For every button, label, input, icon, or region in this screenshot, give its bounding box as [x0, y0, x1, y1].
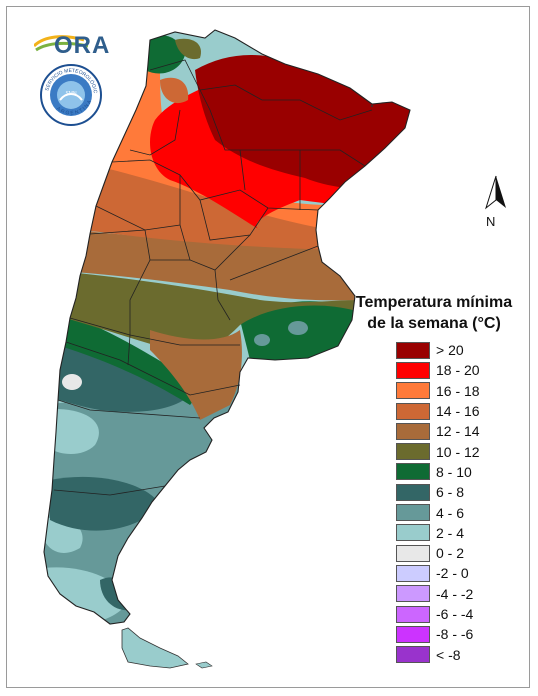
legend-swatch: [396, 625, 430, 643]
legend-item: < -8: [396, 644, 480, 664]
legend-item: 0 - 2: [396, 543, 480, 563]
legend-label: 8 - 10: [436, 463, 472, 480]
legend-label: < -8: [436, 646, 461, 663]
legend-swatch: [396, 504, 430, 522]
legend-title-line1: Temperatura mínima: [355, 294, 513, 311]
legend-item: 4 - 6: [396, 502, 480, 522]
legend-label: 16 - 18: [436, 382, 480, 399]
legend-label: 12 - 14: [436, 423, 480, 440]
legend-swatch: [396, 361, 430, 379]
legend-label: 10 - 12: [436, 443, 480, 460]
legend-swatch: [396, 463, 430, 481]
legend-swatch: [396, 585, 430, 603]
legend-item: > 20: [396, 340, 480, 360]
north-arrow: N: [478, 174, 514, 230]
legend-item: -4 - -2: [396, 584, 480, 604]
legend-label: 4 - 6: [436, 504, 465, 521]
smn-seal: SERVICIO METEOROLÓGICO NACIONAL ARGENTIN…: [38, 60, 102, 126]
legend-item: 12 - 14: [396, 421, 480, 441]
seal-center-text: SMN: [65, 91, 77, 97]
legend-item: -6 - -4: [396, 604, 480, 624]
province-borders: [53, 59, 373, 496]
legend-label: > 20: [436, 342, 464, 359]
north-label: N: [486, 214, 496, 229]
tierra-del-fuego: [121, 627, 189, 669]
legend-swatch: [396, 422, 430, 440]
legend-swatch: [396, 483, 430, 501]
islands: [371, 105, 373, 107]
legend: Temperatura mínima de la semana (°C) > 2…: [344, 292, 524, 664]
legend-item: 2 - 4: [396, 523, 480, 543]
legend-label: 6 - 8: [436, 484, 465, 501]
legend-item: -8 - -6: [396, 624, 480, 644]
legend-item: -2 - 0: [396, 563, 480, 583]
legend-swatch: [396, 524, 430, 542]
legend-item: 18 - 20: [396, 360, 480, 380]
legend-swatch: [396, 605, 430, 623]
legend-title-line2: de la semana (°C): [367, 315, 501, 332]
legend-swatch: [396, 382, 430, 400]
legend-list: > 20 18 - 20 16 - 18 14 - 16 12 - 14 10 - 12 8…: [396, 340, 480, 665]
legend-label: -2 - 0: [436, 565, 469, 582]
legend-item: 6 - 8: [396, 482, 480, 502]
ora-logo: ORA: [34, 28, 109, 59]
legend-swatch: [396, 646, 430, 664]
legend-item: 16 - 18: [396, 381, 480, 401]
legend-label: -8 - -6: [436, 626, 474, 643]
legend-label: 18 - 20: [436, 362, 480, 379]
legend-swatch: [396, 544, 430, 562]
legend-swatch: [396, 564, 430, 582]
country-outline: [43, 29, 411, 625]
legend-item: 14 - 16: [396, 401, 480, 421]
legend-swatch: [396, 341, 430, 359]
legend-item: 10 - 12: [396, 441, 480, 461]
legend-label: -6 - -4: [436, 606, 474, 622]
legend-label: 14 - 16: [436, 403, 480, 420]
legend-swatch: [396, 402, 430, 420]
legend-label: -4 - -2: [436, 585, 474, 602]
legend-label: 2 - 4: [436, 524, 465, 541]
legend-label: 0 - 2: [436, 545, 465, 562]
legend-item: 8 - 10: [396, 462, 480, 482]
legend-title: Temperatura mínima de la semana (°C): [344, 292, 524, 334]
ora-logo-text: ORA: [54, 32, 111, 59]
legend-swatch: [396, 443, 430, 461]
